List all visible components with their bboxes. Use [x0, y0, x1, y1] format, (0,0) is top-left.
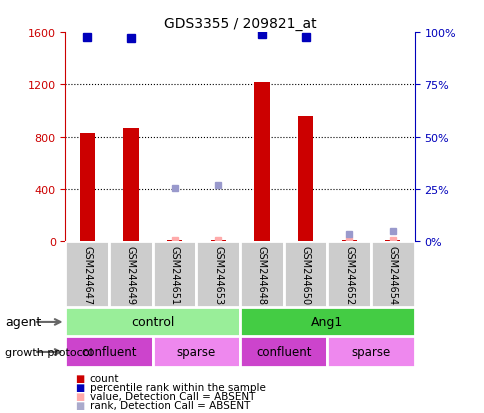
Bar [65, 242, 109, 308]
Text: growth protocol: growth protocol [5, 347, 92, 357]
Bar [123, 128, 138, 242]
Bar [384, 240, 400, 242]
Text: ■: ■ [75, 382, 84, 392]
Bar [240, 242, 283, 308]
Bar [297, 116, 313, 242]
Text: GSM244649: GSM244649 [126, 245, 136, 304]
Text: GSM244648: GSM244648 [257, 245, 266, 304]
Text: ■: ■ [75, 373, 84, 383]
Text: ■: ■ [75, 400, 84, 410]
Text: agent: agent [5, 316, 41, 329]
Bar [65, 337, 152, 368]
Text: GSM244654: GSM244654 [387, 245, 397, 304]
Bar [196, 242, 240, 308]
Bar [152, 242, 196, 308]
Text: rank, Detection Call = ABSENT: rank, Detection Call = ABSENT [90, 400, 250, 410]
Bar [79, 133, 95, 242]
Bar [240, 337, 327, 368]
Bar [210, 240, 226, 242]
Text: control: control [131, 316, 174, 329]
Text: sparse: sparse [177, 346, 215, 358]
Bar [152, 337, 240, 368]
Text: confluent: confluent [81, 346, 136, 358]
Bar [341, 240, 356, 242]
Text: GSM244651: GSM244651 [169, 245, 179, 304]
Text: value, Detection Call = ABSENT: value, Detection Call = ABSENT [90, 391, 255, 401]
Text: ■: ■ [75, 391, 84, 401]
Bar [166, 240, 182, 242]
Bar [283, 242, 327, 308]
Text: confluent: confluent [256, 346, 311, 358]
Text: GSM244653: GSM244653 [213, 245, 223, 304]
Bar [370, 242, 414, 308]
Bar [254, 83, 269, 242]
Text: GSM244647: GSM244647 [82, 245, 92, 304]
Text: GSM244650: GSM244650 [300, 245, 310, 304]
Bar [327, 242, 370, 308]
Title: GDS3355 / 209821_at: GDS3355 / 209821_at [164, 17, 316, 31]
Bar [65, 308, 240, 337]
Text: Ang1: Ang1 [311, 316, 343, 329]
Bar [240, 308, 414, 337]
Text: GSM244652: GSM244652 [344, 245, 353, 304]
Text: sparse: sparse [351, 346, 390, 358]
Text: count: count [90, 373, 119, 383]
Bar [327, 337, 414, 368]
Text: percentile rank within the sample: percentile rank within the sample [90, 382, 265, 392]
Bar [109, 242, 152, 308]
